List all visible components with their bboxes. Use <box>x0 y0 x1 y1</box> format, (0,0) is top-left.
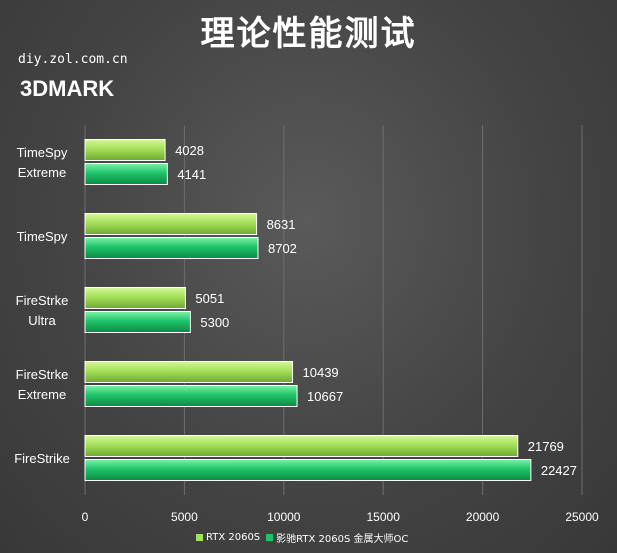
legend-label: 影驰RTX 2060S 金属大师OC <box>276 534 409 545</box>
data-label: 4028 <box>175 143 204 158</box>
data-label: 8631 <box>267 217 296 232</box>
chart-title: 理论性能测试 <box>200 14 417 54</box>
data-label: 21769 <box>528 439 564 454</box>
data-label: 10439 <box>303 365 339 380</box>
bar <box>84 139 166 161</box>
category-label: TimeSpy Extreme <box>17 145 68 180</box>
category-label: FireStrke Ultra <box>16 293 69 328</box>
category-label: FireStrike <box>14 451 70 466</box>
bar <box>84 237 259 259</box>
bar <box>84 435 519 457</box>
legend-item: RTX 2060S <box>196 532 260 543</box>
data-label: 10667 <box>307 389 343 404</box>
data-label: 8702 <box>268 241 297 256</box>
source-site: diy.zol.com.cn <box>18 52 128 67</box>
legend-label: RTX 2060S <box>206 532 261 543</box>
data-label: 22427 <box>541 463 577 478</box>
legend-item: 影驰RTX 2060S 金属大师OC <box>266 530 408 545</box>
data-label: 5300 <box>200 315 229 330</box>
legend-swatch <box>196 534 203 541</box>
bar <box>84 459 532 481</box>
bar <box>84 361 294 383</box>
bar <box>84 163 168 185</box>
legend-swatch <box>266 534 274 541</box>
x-tick-label: 5000 <box>171 510 198 524</box>
bar <box>84 287 186 309</box>
data-label: 4141 <box>177 167 206 182</box>
category-label: FireStrke Extreme <box>16 367 69 402</box>
benchmark-name: 3DMARK <box>20 76 115 101</box>
chart-legend: RTX 2060S 影驰RTX 2060S 金属大师OC <box>196 530 408 545</box>
bar <box>84 385 298 407</box>
x-tick-label: 10000 <box>267 510 301 524</box>
bar <box>84 213 258 235</box>
x-tick-label: 20000 <box>466 510 500 524</box>
data-label: 5051 <box>195 291 224 306</box>
x-tick-label: 0 <box>82 510 89 524</box>
category-label: TimeSpy <box>17 229 68 244</box>
bar <box>84 311 191 333</box>
x-tick-label: 25000 <box>565 510 599 524</box>
x-tick-label: 15000 <box>367 510 401 524</box>
